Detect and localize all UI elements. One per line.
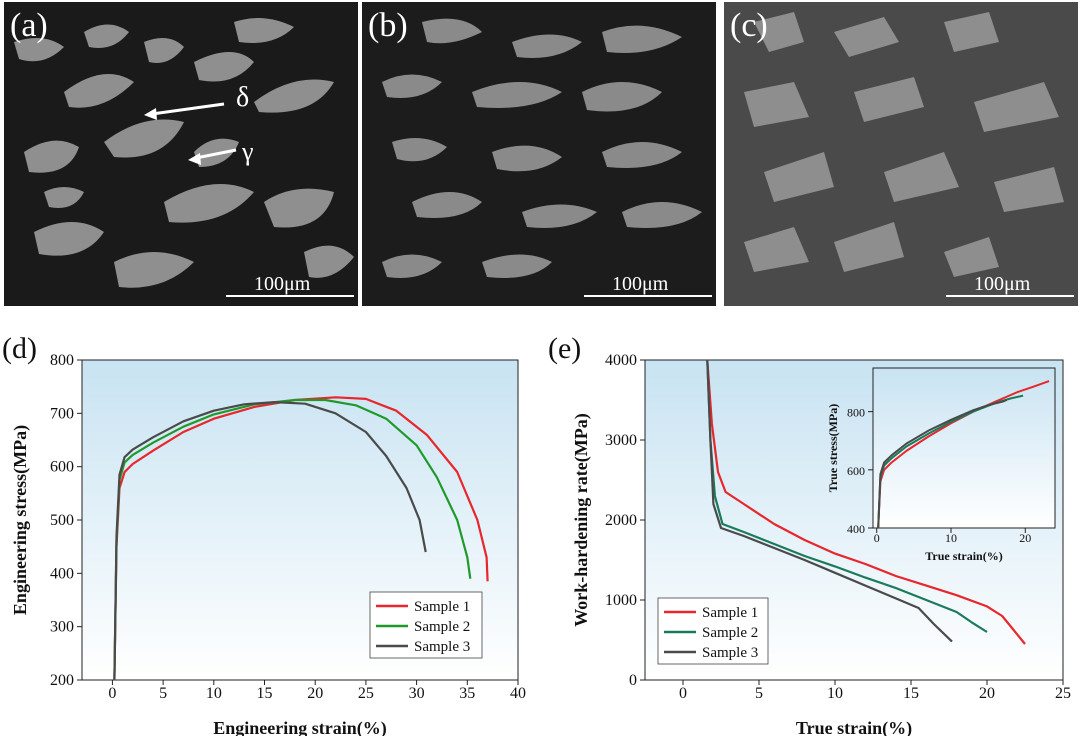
micrograph-b: (b) 100μm [362,2,716,306]
d-x-tick-label: 35 [459,685,475,702]
e-y-tick-label: 1000 [605,592,637,609]
micrograph-c: (c) 100μm [724,2,1078,306]
panel-label-d: (d) [2,332,37,365]
e-x-tick-label: 20 [979,685,995,702]
d-y-tick-label: 800 [50,352,74,369]
e-x-tick-label: 15 [903,685,919,702]
inset-x-tick-label: 20 [1019,531,1031,545]
e-legend-label: Sample 3 [702,645,758,661]
d-x-tick-label: 10 [206,685,222,702]
panel-label-c: (c) [730,7,768,44]
e-y-tick-label: 3000 [605,432,637,449]
d-y-axis-label: Engineering stress(MPa) [10,425,31,615]
d-y-tick-label: 700 [50,405,74,422]
panel-label-a: (a) [10,7,48,44]
gamma-annotation: γ [241,137,254,166]
d-x-tick-label: 15 [257,685,273,702]
d-x-axis-label: Engineering strain(%) [213,718,387,736]
panel-label-b: (b) [368,7,408,44]
inset-x-axis-label: True strain(%) [925,549,1002,563]
e-x-axis-label: True strain(%) [796,718,912,736]
e-x-tick-label: 25 [1055,685,1071,702]
d-x-tick-label: 0 [108,685,116,702]
e-y-tick-label: 4000 [605,352,637,369]
e-y-tick-label: 0 [629,672,637,689]
e-series-line-1 [706,359,1026,645]
gamma-phase-pattern-c [744,12,1064,277]
d-y-tick-label: 400 [50,565,74,582]
scalebar-label-b: 100μm [612,273,669,295]
e-y-tick-label: 2000 [605,512,637,529]
scalebar-label-a: 100μm [254,273,311,295]
e-inset-chart: 0 10 20 400 600 800 True strain(%) True stress(… [826,367,1056,563]
inset-x-tick-label: 0 [874,531,880,545]
inset-series-line-1 [877,380,1050,529]
panel-label-e: (e) [548,332,581,365]
d-series-line-3 [113,401,427,681]
e-y-axis-label: Work-hardening rate(MPa) [571,413,592,626]
gamma-phase-pattern-a [14,18,354,288]
d-x-tick-label: 40 [510,685,526,702]
e-legend-label: Sample 2 [702,625,758,641]
d-y-tick-label: 200 [50,672,74,689]
e-series-line-2 [706,359,988,633]
d-legend-label: Sample 2 [414,619,470,635]
inset-y-tick-label: 400 [847,522,865,536]
d-x-tick-label: 20 [307,685,323,702]
d-x-tick-label: 25 [358,685,374,702]
d-legend-label: Sample 3 [414,639,470,655]
scalebar-label-c: 100μm [974,273,1031,295]
chart-d: 0 5 10 15 20 25 30 35 40 200 300 400 500 600 700 800 Eng… [10,352,526,736]
inset-x-tick-label: 10 [945,531,957,545]
d-y-tick-label: 500 [50,512,74,529]
d-y-tick-label: 300 [50,619,74,636]
inset-y-tick-label: 800 [847,406,865,420]
e-x-tick-label: 5 [755,685,763,702]
delta-annotation: δ [236,82,249,113]
e-x-tick-label: 10 [827,685,843,702]
charts-area: (d) (e) 0 5 10 15 20 25 30 35 402003004005006007… [2,332,1071,736]
d-series-line-1 [113,396,489,681]
inset-y-axis-label: True stress(MPa) [826,404,840,493]
e-series-line-3 [706,359,953,643]
d-x-tick-label: 5 [159,685,167,702]
e-legend-label: Sample 1 [702,605,758,621]
d-x-tick-label: 30 [409,685,425,702]
inset-y-tick-label: 600 [847,464,865,478]
d-legend-label: Sample 1 [414,599,470,615]
inset-series-line-3 [877,399,1008,529]
gamma-phase-pattern-b [382,18,702,278]
d-y-tick-label: 600 [50,459,74,476]
e-x-tick-label: 0 [679,685,687,702]
micrograph-a: (a) δ γ 100μm [4,2,358,306]
